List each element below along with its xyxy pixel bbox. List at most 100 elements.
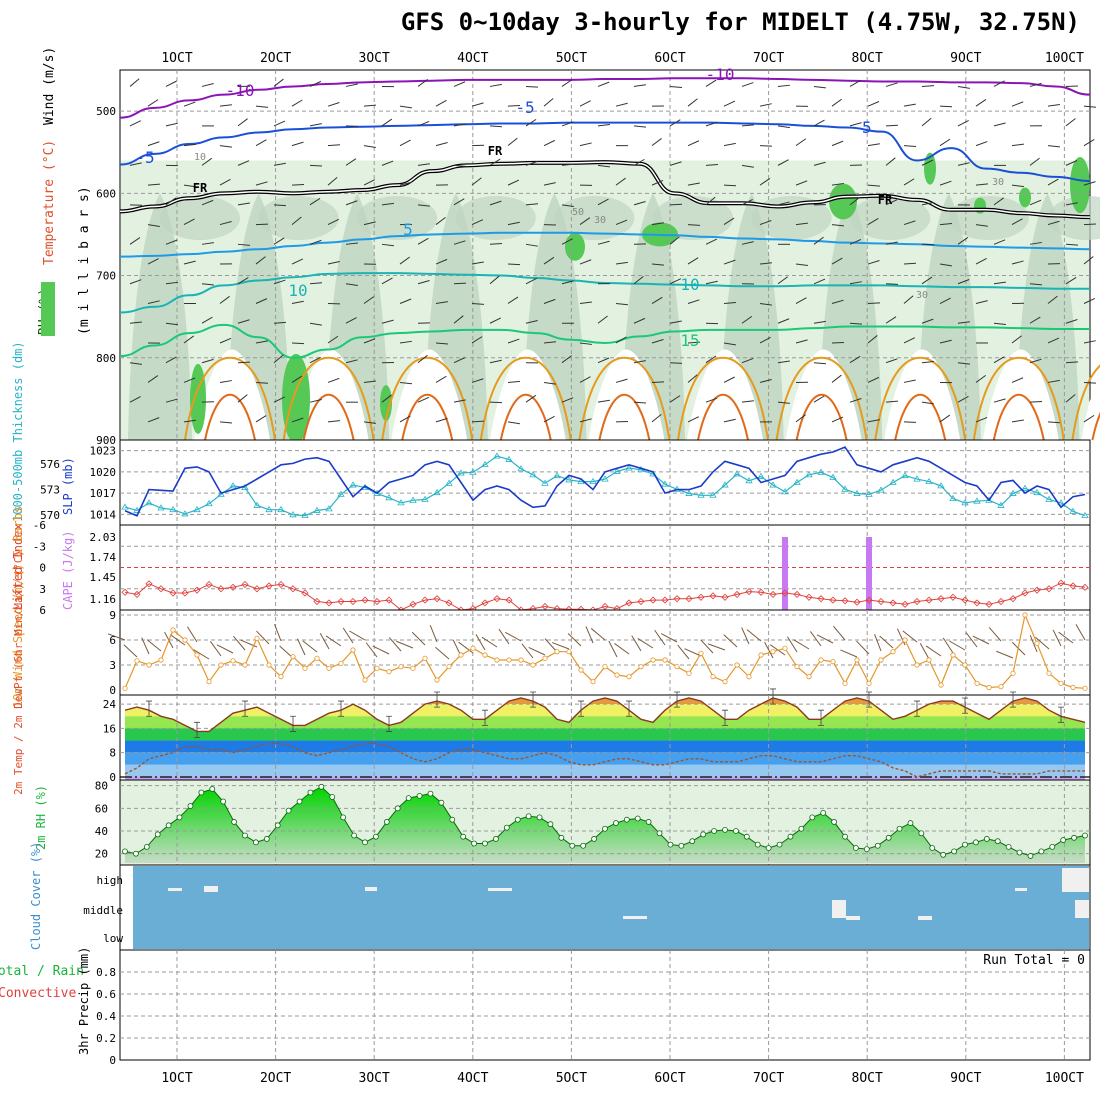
upper-wind-barb: [885, 400, 898, 403]
surface-wind-barb: [1052, 629, 1062, 647]
upper-wind-barb: [597, 123, 610, 127]
upper-wind-barb: [723, 376, 735, 383]
temperature-line: [124, 697, 1086, 733]
surface-wind-barb: [505, 631, 522, 642]
upper-wind-barb: [147, 375, 159, 383]
bottom-day-label: 3OCT: [359, 1071, 390, 1086]
rh2m-marker: [973, 839, 979, 846]
surface-wind-barb: [988, 627, 1002, 642]
wind-speed-marker: [674, 664, 680, 670]
upper-wind-barb: [201, 358, 214, 364]
thickness-marker: [1021, 484, 1029, 491]
upper-wind-barb: [1047, 220, 1060, 226]
y-tick-label: 700: [96, 270, 116, 283]
upper-wind-barb: [705, 79, 717, 87]
upper-wind-barb: [957, 85, 970, 89]
lifted-index-marker: [913, 597, 921, 606]
upper-wind-barb: [273, 162, 286, 166]
upper-wind-barb: [975, 300, 988, 304]
upper-wind-barb: [1047, 337, 1060, 344]
upper-wind-barb: [579, 376, 591, 383]
cloud-gap: [168, 888, 182, 891]
upper-wind-barb: [165, 281, 178, 285]
rh-saturated-spot: [1070, 157, 1090, 214]
upper-wind-barb: [993, 356, 1005, 364]
surface-wind-barb: [1058, 631, 1074, 644]
upper-air-panel: -10 -10 -5 -5 -5 5 10 10 15 FR FR FR 10 50 30 30 30 500 6…: [96, 51, 1100, 447]
upper-wind-barb: [633, 275, 644, 285]
upper-wind-barb: [489, 242, 503, 245]
upper-wind-barb: [759, 103, 772, 107]
upper-wind-barb: [327, 218, 340, 226]
upper-wind-barb: [183, 101, 196, 107]
upper-wind-barb: [327, 177, 338, 186]
thickness-marker: [181, 510, 189, 517]
upper-wind-barb: [147, 417, 160, 423]
upper-wind-barb: [165, 356, 177, 364]
wind-speed-marker: [566, 649, 572, 655]
upper-wind-barb: [129, 396, 141, 403]
upper-wind-barb: [1047, 104, 1060, 107]
upper-wind-barb: [579, 301, 592, 305]
rh2m-marker: [307, 789, 314, 796]
upper-wind-barb: [741, 400, 754, 403]
upper-wind-barb: [867, 217, 879, 226]
thickness-marker: [709, 491, 717, 498]
isotherm-plus20-arch: [874, 356, 967, 441]
surface-wind-barb: [193, 649, 210, 660]
upper-wind-barb: [219, 145, 232, 148]
upper-wind-barb: [381, 243, 394, 247]
upper-wind-barb: [507, 263, 521, 266]
bottom-day-label: 4OCT: [457, 1071, 488, 1086]
lifted-index-marker: [673, 595, 681, 603]
upper-wind-barb: [579, 418, 592, 423]
surface-wind-barb: [528, 646, 546, 656]
y-tick-label: 500: [96, 105, 116, 118]
upper-wind-barb: [273, 396, 286, 403]
wind-speed-marker: [1058, 680, 1064, 686]
upper-wind-barb: [669, 278, 682, 285]
contour-label: FR: [878, 193, 893, 207]
isotherm-plus25-arch: [302, 393, 355, 441]
upper-wind-barb: [453, 240, 466, 245]
upper-wind-barb: [885, 358, 898, 364]
upper-wind-barb: [507, 105, 521, 107]
lifted-index-marker: [1009, 595, 1017, 603]
upper-wind-barb: [1029, 358, 1042, 364]
thickness-marker: [445, 479, 453, 486]
upper-wind-barb: [795, 263, 808, 267]
wind-speed-marker: [398, 664, 404, 670]
temperature-minmax-bar: [866, 691, 872, 708]
lifted-index-marker: [841, 597, 849, 605]
lifted-index-marker: [625, 599, 633, 607]
upper-wind-barb: [543, 381, 556, 385]
surface-wind-barb: [365, 642, 378, 658]
upper-wind-barb: [381, 118, 393, 127]
rh-humid-blob: [258, 196, 339, 240]
surface-wind-barb: [919, 643, 930, 660]
lifted-index-marker: [433, 595, 441, 603]
upper-wind-barb: [201, 157, 213, 166]
upper-wind-barb: [669, 203, 683, 206]
upper-wind-barb: [237, 319, 250, 324]
isotherm-plus20-arch: [184, 356, 276, 441]
upper-wind-barb: [705, 164, 719, 166]
thickness-marker: [745, 477, 753, 484]
upper-wind-barb: [1029, 199, 1042, 206]
lifted-index-marker: [289, 585, 297, 593]
upper-wind-barb: [201, 83, 214, 87]
upper-wind-barb: [561, 397, 574, 403]
upper-wind-barb: [633, 84, 646, 87]
cloud-gap: [1015, 888, 1027, 891]
contour-label: 10: [288, 281, 307, 300]
upper-wind-barb: [993, 281, 1006, 285]
lifted-index-marker: [937, 595, 945, 603]
upper-wind-barb: [615, 219, 628, 226]
upper-wind-barb: [327, 144, 341, 147]
upper-wind-barb: [741, 241, 754, 245]
y-tick-label: 0.8: [96, 966, 116, 979]
y-tick-label: 0.6: [96, 988, 116, 1001]
upper-wind-barb: [939, 263, 952, 267]
rh2m-marker: [656, 830, 663, 837]
wind-speed-marker: [998, 684, 1004, 690]
